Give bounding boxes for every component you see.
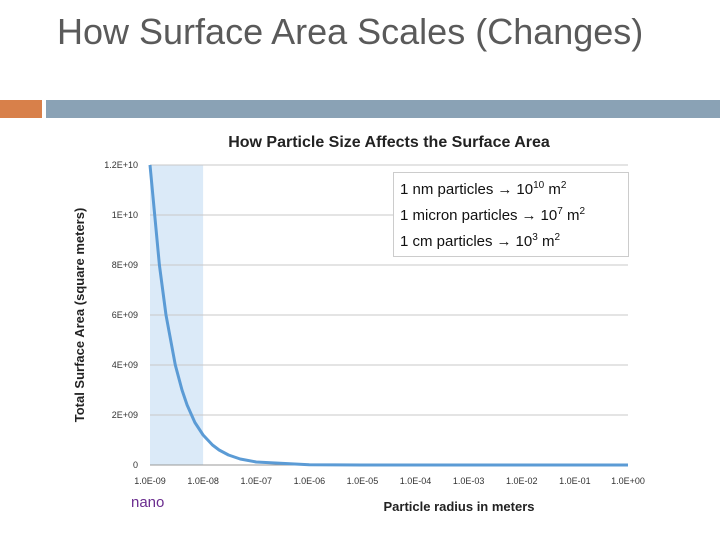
callout-text: 1 micron particles xyxy=(400,207,518,224)
callout-line-micron: 1 micron particles → 107 m2 xyxy=(400,203,622,229)
right-arrow-icon: → xyxy=(497,181,513,198)
y-tick-label: 2E+09 xyxy=(112,410,138,420)
callout-text: 1 cm particles xyxy=(400,233,493,250)
y-tick-label: 0 xyxy=(133,460,138,470)
series-line xyxy=(148,164,628,467)
right-arrow-icon: → xyxy=(521,207,537,224)
accent-block xyxy=(0,100,42,118)
callout-line-cm: 1 cm particles → 103 m2 xyxy=(400,229,622,255)
x-tick-label: 1.0E+00 xyxy=(611,476,645,486)
y-tick-label: 4E+09 xyxy=(112,360,138,370)
slide-title: How Surface Area Scales (Changes) xyxy=(57,11,644,52)
y-tick-label: 1E+10 xyxy=(112,210,138,220)
x-tick-label: 1.0E-03 xyxy=(453,476,485,486)
y-tick-label: 1.2E+10 xyxy=(104,160,138,170)
callout-base: 10 xyxy=(540,207,558,224)
x-tick-label: 1.0E-05 xyxy=(347,476,379,486)
callout-unit-exponent: 2 xyxy=(554,232,561,243)
callout-unit: m xyxy=(548,181,561,198)
callout-text: 1 nm particles xyxy=(400,181,494,198)
y-tick-label: 6E+09 xyxy=(112,310,138,320)
x-tick-label: 1.0E-04 xyxy=(400,476,432,486)
x-axis-label: Particle radius in meters xyxy=(383,499,534,514)
callout-unit: m xyxy=(541,233,555,250)
x-tick-label: 1.0E-01 xyxy=(559,476,591,486)
callout-base: 10 xyxy=(516,181,534,198)
x-tick-label: 1.0E-08 xyxy=(187,476,219,486)
nano-label: nano xyxy=(131,494,165,511)
x-tick-label: 1.0E-02 xyxy=(506,476,538,486)
x-tick-label: 1.0E-07 xyxy=(240,476,272,486)
chart-svg: 0 2E+09 4E+09 6E+09 8E+09 1E+10 1.2E+10 1.0E-09… xyxy=(72,134,645,514)
y-axis-label: Total Surface Area (square meters) xyxy=(72,208,87,423)
title-underline-bar xyxy=(46,100,720,118)
right-arrow-icon: → xyxy=(496,233,512,250)
callout-base: 10 xyxy=(515,233,533,250)
callout-unit-exponent: 2 xyxy=(560,180,567,191)
chart-title: How Particle Size Affects the Surface Ar… xyxy=(228,134,550,151)
x-tick-label: 1.0E-09 xyxy=(134,476,166,486)
callout-line-nm: 1 nm particles → 1010 m2 xyxy=(400,177,622,203)
callout-box: 1 nm particles → 1010 m2 1 micron particle… xyxy=(393,172,629,257)
callout-unit: m xyxy=(566,207,580,224)
callout-unit-exponent: 2 xyxy=(579,206,586,217)
x-tick-label: 1.0E-06 xyxy=(294,476,326,486)
y-tick-label: 8E+09 xyxy=(112,260,138,270)
callout-exponent: 3 xyxy=(532,232,538,243)
surface-area-chart: 0 2E+09 4E+09 6E+09 8E+09 1E+10 1.2E+10 1.0E-09… xyxy=(60,128,660,520)
callout-exponent: 7 xyxy=(557,206,563,217)
callout-exponent: 10 xyxy=(533,180,545,191)
